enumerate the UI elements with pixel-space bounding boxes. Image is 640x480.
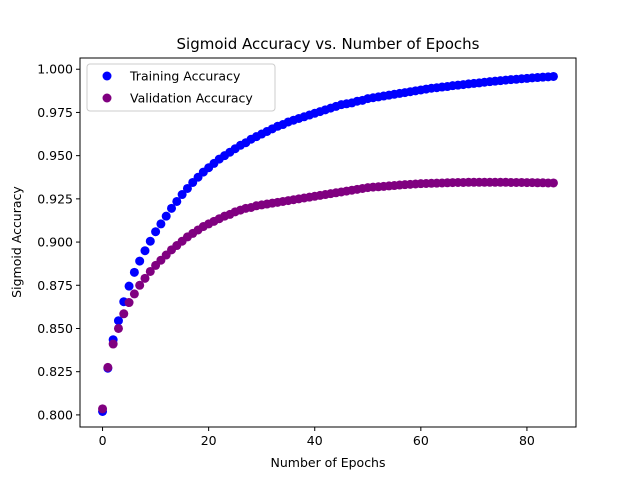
data-point xyxy=(172,196,182,206)
data-point xyxy=(177,190,187,200)
series-validation xyxy=(98,177,558,414)
data-point xyxy=(108,339,118,349)
data-point xyxy=(145,266,155,276)
data-point xyxy=(113,323,123,333)
y-tick-label: 0.825 xyxy=(37,364,73,379)
x-tick-label: 0 xyxy=(99,433,107,448)
data-point xyxy=(182,183,192,193)
y-tick-label: 0.800 xyxy=(37,407,73,422)
y-tick-label: 1.000 xyxy=(37,62,73,77)
plot-area xyxy=(98,71,558,416)
axes-frame xyxy=(79,57,577,428)
data-point xyxy=(548,178,558,188)
data-point xyxy=(129,267,139,277)
y-tick-label: 0.850 xyxy=(37,321,73,336)
x-tick-label: 20 xyxy=(201,433,217,448)
data-point xyxy=(113,316,123,326)
data-point xyxy=(145,236,155,246)
data-point xyxy=(161,211,171,221)
y-tick-label: 0.900 xyxy=(37,235,73,250)
data-point xyxy=(103,362,113,372)
y-tick-label: 0.925 xyxy=(37,191,73,206)
data-point xyxy=(135,280,145,290)
legend-label-validation: Validation Accuracy xyxy=(130,91,253,106)
chart-title: Sigmoid Accuracy vs. Number of Epochs xyxy=(177,35,480,53)
data-point xyxy=(167,203,177,213)
data-point xyxy=(140,246,150,256)
data-point xyxy=(124,298,134,308)
data-point xyxy=(119,309,129,319)
x-axis-label: Number of Epochs xyxy=(271,455,386,470)
x-tick-label: 40 xyxy=(307,433,323,448)
data-point xyxy=(140,273,150,283)
y-tick-label: 0.975 xyxy=(37,105,73,120)
data-point xyxy=(98,404,108,414)
legend-box xyxy=(86,63,276,112)
x-tick-label: 80 xyxy=(519,433,535,448)
data-point xyxy=(548,71,558,81)
x-axis-ticks: 0 20 40 60 80 xyxy=(99,427,535,448)
data-point xyxy=(129,289,139,299)
series-training xyxy=(98,71,558,416)
legend-marker-training xyxy=(102,71,112,81)
y-tick-label: 0.950 xyxy=(37,148,73,163)
y-axis-label: Sigmoid Accuracy xyxy=(9,186,24,298)
y-axis-ticks: 0.800 0.825 0.850 0.875 0.900 0.925 0.950 0.975… xyxy=(37,62,80,422)
data-point xyxy=(151,227,161,237)
legend-marker-validation xyxy=(102,93,112,103)
data-point xyxy=(124,281,134,291)
x-tick-label: 60 xyxy=(413,433,429,448)
legend: Training Accuracy Validation Accuracy xyxy=(86,63,276,112)
data-point xyxy=(135,256,145,266)
y-tick-label: 0.875 xyxy=(37,278,73,293)
legend-label-training: Training Accuracy xyxy=(129,69,241,84)
data-point xyxy=(156,219,166,229)
